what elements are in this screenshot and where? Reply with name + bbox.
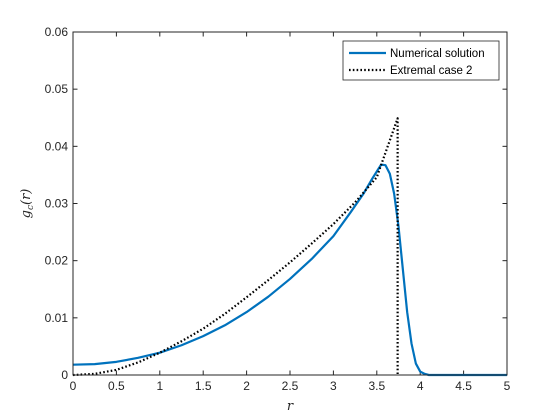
- axes-frame: [72, 31, 508, 376]
- y-axis-ticks: 0 0.01 0.02 0.03 0.04 0.05 0.06: [45, 25, 507, 382]
- legend-label: Numerical solution: [390, 48, 485, 60]
- legend-label: Extremal case 2: [390, 65, 472, 77]
- series-layer: [72, 117, 507, 377]
- x-axis-label: r: [287, 399, 294, 414]
- series-line-numerical-solution: [72, 163, 507, 377]
- x-tick-label: 0: [70, 379, 77, 393]
- x-tick-label: 0.5: [108, 379, 125, 393]
- x-tick-label: 1: [156, 379, 163, 393]
- x-axis-ticks: 0 0.5 1 1.5 2 2.5 3 3.5 4 4.5 5: [70, 32, 511, 393]
- x-tick-label: 5: [504, 379, 511, 393]
- y-tick-label: 0.05: [45, 82, 69, 96]
- x-tick-label: 3.5: [368, 379, 385, 393]
- plot-area-group: [73, 32, 507, 375]
- legend: Numerical solution Extremal case 2: [342, 40, 500, 81]
- axes-box: [72, 31, 508, 376]
- y-tick-label: 0.01: [45, 311, 69, 325]
- x-tick-label: 1.5: [195, 379, 212, 393]
- y-tick-label: 0.04: [45, 139, 69, 153]
- x-tick-label: 3: [330, 379, 337, 393]
- y-tick-label: 0.03: [45, 197, 69, 211]
- x-tick-label: 2: [243, 379, 250, 393]
- legend-box: [342, 40, 500, 81]
- y-axis-label: gc(r): [19, 189, 36, 219]
- y-tick-label: 0.02: [45, 254, 69, 268]
- y-tick-label: 0.06: [45, 25, 69, 39]
- x-tick-label: 4: [417, 379, 424, 393]
- plot-area: [73, 32, 507, 375]
- x-tick-label: 4.5: [455, 379, 472, 393]
- y-tick-label: 0: [61, 368, 68, 382]
- x-tick-label: 2.5: [282, 379, 299, 393]
